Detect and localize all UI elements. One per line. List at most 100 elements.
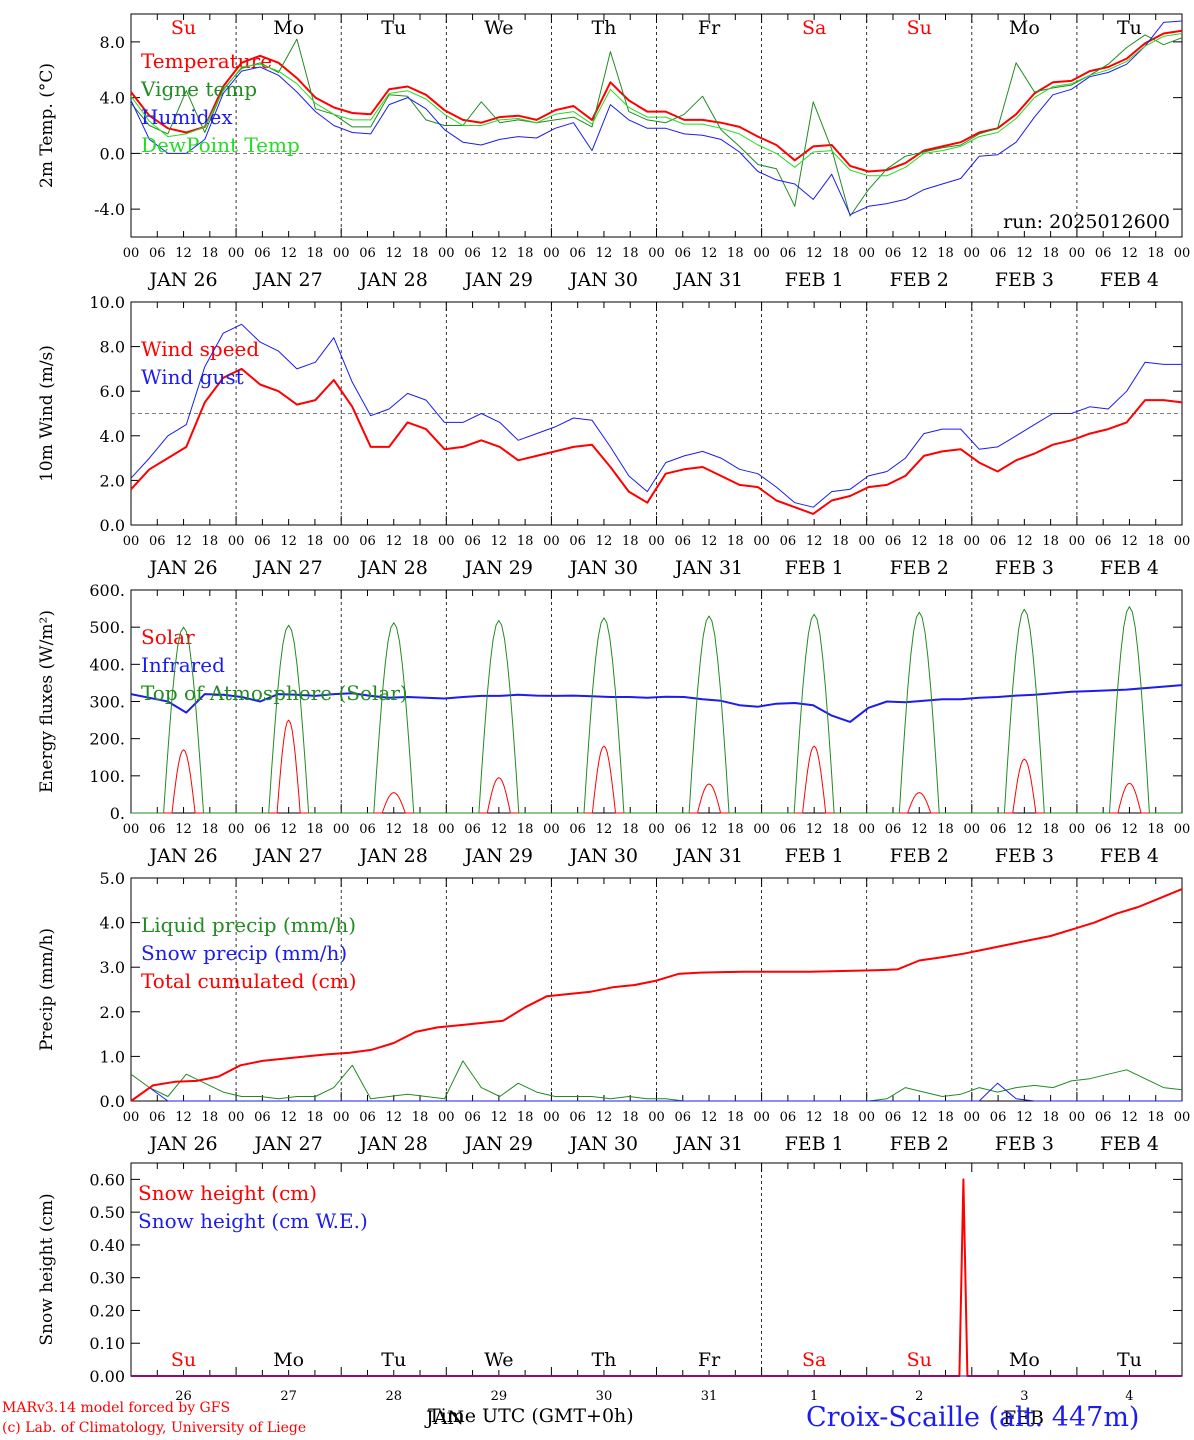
y-axis-label: Snow height (cm) (37, 1193, 57, 1345)
day-number-label: 2 (915, 1389, 923, 1404)
y-tick-label: 0.10 (89, 1334, 125, 1353)
hour-tick-label: 06 (569, 534, 586, 549)
hour-tick-label: 18 (517, 246, 534, 261)
hour-tick-label: 18 (727, 246, 744, 261)
hour-tick-label: 12 (701, 822, 718, 837)
hour-tick-label: 00 (648, 1110, 665, 1125)
hour-tick-label: 12 (1016, 246, 1033, 261)
hour-tick-label: 18 (622, 1110, 639, 1125)
hour-tick-label: 06 (464, 246, 481, 261)
hour-tick-label: 18 (832, 1110, 849, 1125)
hour-tick-label: 12 (175, 1110, 192, 1125)
date-label: JAN 31 (673, 269, 743, 291)
hour-tick-label: 00 (1174, 822, 1191, 837)
day-number-label: 4 (1125, 1389, 1133, 1404)
date-label: JAN 29 (463, 269, 533, 291)
date-label: FEB 2 (890, 557, 949, 579)
hour-tick-label: 12 (280, 1110, 297, 1125)
date-label: JAN 29 (463, 1133, 533, 1155)
y-tick-label: 8.0 (100, 338, 125, 357)
weekday-label: Sa (802, 17, 826, 39)
legend-wind-gust: Wind gust (141, 365, 244, 389)
hour-tick-label: 18 (1042, 822, 1059, 837)
weekday-label: Mo (1009, 1349, 1040, 1371)
legend-snow-height-cm-: Snow height (cm) (138, 1181, 317, 1205)
y-tick-label: 8.0 (100, 33, 125, 52)
hour-tick-label: 00 (648, 534, 665, 549)
y-axis-label: 10m Wind (m/s) (37, 345, 57, 482)
legend-snow-height-cm-w-e-: Snow height (cm W.E.) (138, 1209, 368, 1233)
hour-tick-label: 00 (543, 246, 560, 261)
legend-solar: Solar (141, 625, 195, 649)
legend-dewpoint-temp: DewPoint Temp (141, 133, 300, 157)
month-label-jan: JAN (424, 1407, 464, 1429)
chart-panel-1: -4.0 0.0 4.0 8.0 2m Temp. (°C) 00 06 12 18 00 06 12… (37, 13, 1190, 291)
hour-tick-label: 00 (543, 534, 560, 549)
hour-tick-label: 12 (806, 246, 823, 261)
date-label: JAN 30 (568, 845, 638, 867)
hour-tick-label: 06 (1095, 822, 1112, 837)
hour-tick-label: 06 (885, 534, 902, 549)
hour-tick-label: 12 (491, 246, 508, 261)
hour-tick-label: 06 (464, 534, 481, 549)
hour-tick-label: 06 (885, 246, 902, 261)
hour-tick-label: 18 (412, 246, 429, 261)
lab-credit: (c) Lab. of Climatology, University of L… (2, 1420, 307, 1436)
hour-tick-label: 12 (491, 534, 508, 549)
hour-tick-label: 00 (228, 246, 245, 261)
model-credit: MARv3.14 model forced by GFS (2, 1400, 231, 1416)
hour-tick-label: 06 (569, 246, 586, 261)
date-label: FEB 4 (1100, 269, 1159, 291)
hour-tick-label: 00 (543, 822, 560, 837)
hour-tick-label: 18 (412, 534, 429, 549)
hour-tick-label: 06 (149, 1110, 166, 1125)
hour-tick-label: 06 (569, 822, 586, 837)
hour-tick-label: 06 (1095, 1110, 1112, 1125)
hour-tick-label: 00 (964, 534, 981, 549)
y-tick-label: 0.30 (89, 1269, 125, 1288)
weekday-label: Tu (381, 17, 406, 39)
weekday-label: Fr (698, 1349, 721, 1371)
hour-tick-label: 18 (202, 822, 219, 837)
hour-tick-label: 06 (359, 534, 376, 549)
date-label: FEB 1 (785, 1133, 844, 1155)
day-number-label: 29 (491, 1389, 508, 1404)
hour-tick-label: 18 (202, 246, 219, 261)
hour-tick-label: 06 (990, 822, 1007, 837)
weekday-label: Sa (802, 1349, 826, 1371)
hour-tick-label: 00 (1069, 822, 1086, 837)
weekday-label: Su (907, 17, 932, 39)
date-label: JAN 31 (673, 1133, 743, 1155)
day-number-label: 30 (596, 1389, 613, 1404)
hour-tick-label: 06 (780, 1110, 797, 1125)
hour-tick-label: 12 (280, 246, 297, 261)
legend-wind-speed: Wind speed (141, 337, 259, 361)
hour-tick-label: 12 (1121, 822, 1138, 837)
hour-tick-label: 18 (307, 1110, 324, 1125)
hour-tick-label: 00 (543, 1110, 560, 1125)
hour-tick-label: 12 (596, 1110, 613, 1125)
date-label: JAN 28 (358, 269, 428, 291)
hour-tick-label: 18 (202, 1110, 219, 1125)
weekday-label: Mo (1009, 17, 1040, 39)
legend-top-of-atmosphere-solar-: Top of Atmosphere (Solar) (141, 681, 408, 705)
hour-tick-label: 00 (123, 534, 140, 549)
hour-tick-label: 00 (858, 246, 875, 261)
hour-tick-label: 00 (1174, 534, 1191, 549)
hour-tick-label: 12 (596, 534, 613, 549)
date-label: JAN 27 (253, 557, 323, 579)
date-label: JAN 29 (463, 557, 533, 579)
hour-tick-label: 12 (1016, 1110, 1033, 1125)
date-label: JAN 28 (358, 1133, 428, 1155)
date-label: FEB 2 (890, 269, 949, 291)
hour-tick-label: 00 (123, 246, 140, 261)
hour-tick-label: 18 (832, 246, 849, 261)
hour-tick-label: 12 (385, 822, 402, 837)
hour-tick-label: 06 (885, 822, 902, 837)
hour-tick-label: 18 (517, 1110, 534, 1125)
hour-tick-label: 00 (438, 822, 455, 837)
hour-tick-label: 12 (911, 1110, 928, 1125)
hour-tick-label: 18 (202, 534, 219, 549)
hour-tick-label: 18 (1042, 246, 1059, 261)
y-tick-label: 0.00 (89, 1367, 125, 1386)
